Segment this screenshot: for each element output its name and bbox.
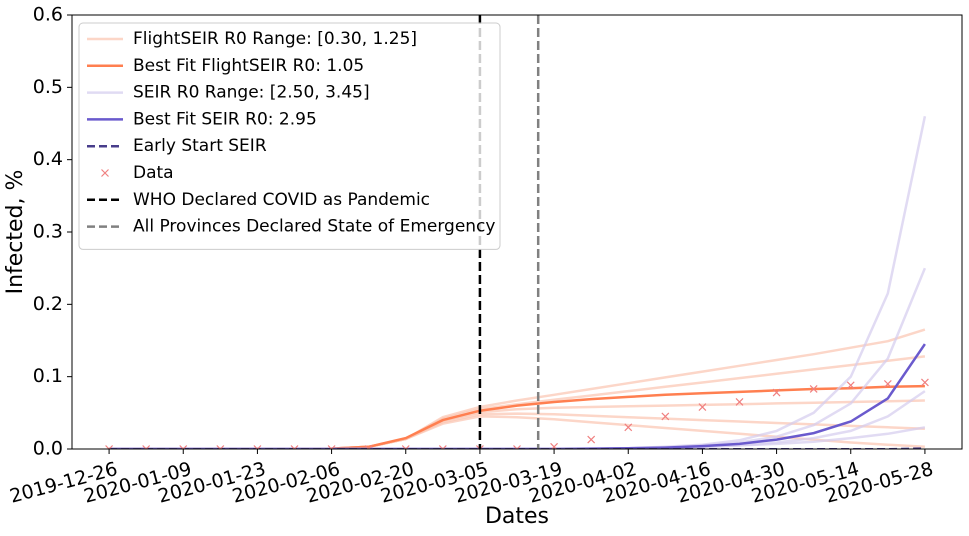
range-line [109, 390, 926, 449]
data-marker [735, 398, 744, 406]
data-marker [179, 445, 188, 449]
data-marker [883, 379, 892, 388]
legend-label: Best Fit SEIR R0: 2.95 [133, 109, 317, 129]
fit-line [109, 384, 925, 449]
data-marker [105, 445, 114, 449]
y-axis-label: Infected, % [3, 170, 28, 295]
data-marker [253, 445, 262, 449]
y-tick-label: 0.2 [33, 293, 63, 315]
data-marker [550, 442, 559, 449]
y-tick-label: 0.0 [33, 438, 63, 460]
data-marker [142, 445, 151, 449]
y-tick-label: 0.3 [33, 221, 63, 243]
data-marker [475, 445, 484, 449]
legend-label: FlightSEIR R0 Range: [0.30, 1.25] [133, 29, 417, 49]
y-tick-label: 0.4 [33, 148, 63, 170]
y-tick-label: 0.1 [33, 365, 63, 387]
range-line [109, 355, 926, 449]
series-layer [105, 15, 929, 449]
data-marker [290, 445, 299, 449]
range-line [109, 328, 926, 449]
x-axis-label: Dates [485, 504, 549, 529]
legend-label: All Provinces Declared State of Emergenc… [133, 217, 495, 237]
legend-label: WHO Declared COVID as Pandemic [133, 190, 430, 210]
legend-box [78, 22, 501, 250]
y-tick-label: 0.5 [33, 76, 63, 98]
legend-label: Early Start SEIR [133, 136, 267, 156]
legend-label: SEIR R0 Range: [2.50, 3.45] [133, 83, 370, 103]
range-line [109, 116, 927, 449]
legend-label: Best Fit FlightSEIR R0: 1.05 [133, 56, 364, 76]
data-marker [809, 385, 818, 393]
data-marker [438, 445, 447, 449]
range-line [109, 412, 925, 449]
range-line [109, 267, 927, 449]
fit-line [109, 343, 926, 449]
data-marker [587, 435, 596, 444]
plot-frame [71, 14, 963, 450]
data-marker [846, 381, 855, 390]
range-line [109, 426, 926, 449]
legend-label: Data [133, 163, 174, 183]
legend-marker [101, 169, 109, 177]
data-marker [364, 445, 373, 449]
data-marker [401, 445, 410, 449]
data-marker [772, 388, 781, 397]
y-tick-label: 0.6 [33, 4, 63, 26]
data-marker [661, 412, 670, 421]
range-line [109, 415, 925, 449]
data-marker [216, 445, 225, 449]
data-marker [513, 445, 521, 449]
range-line [109, 399, 925, 449]
data-marker [327, 445, 336, 449]
data-marker [624, 423, 633, 432]
data-marker [920, 378, 929, 387]
data-marker [698, 403, 707, 411]
